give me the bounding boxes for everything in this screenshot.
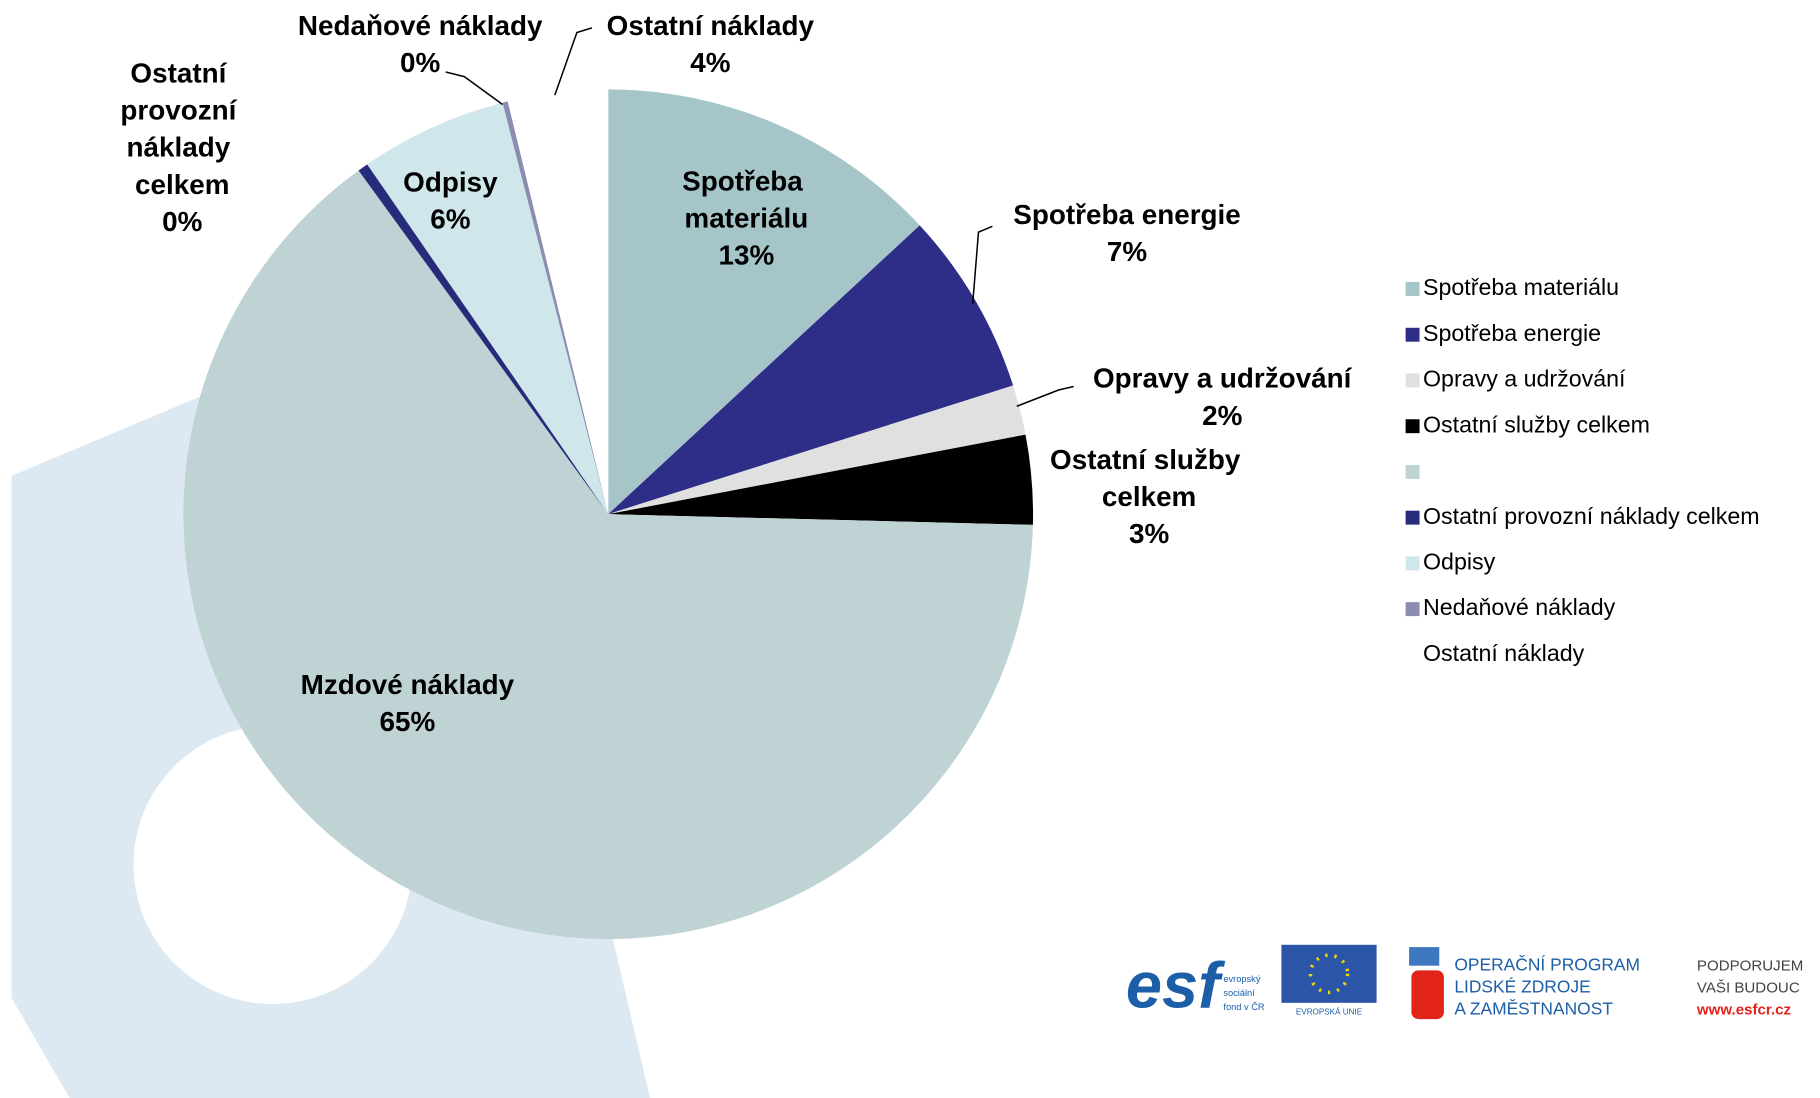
leader-line bbox=[554, 27, 593, 96]
leader-line bbox=[1016, 385, 1074, 407]
data-label-name: Ostatní provozní náklady celkem bbox=[120, 57, 244, 199]
esf-logo-bg bbox=[1123, 942, 1217, 1015]
data-label-value: 7% bbox=[1107, 236, 1147, 267]
pie-slice bbox=[358, 164, 609, 515]
data-label-name: Ostatní služby celkem bbox=[1050, 444, 1248, 512]
op-logo bbox=[1411, 970, 1444, 1020]
pie-slice bbox=[608, 434, 1034, 525]
pie-slice bbox=[507, 89, 609, 515]
leader-line bbox=[445, 71, 504, 106]
data-label-value: 65% bbox=[380, 706, 436, 737]
data-label-name: Spotřeba materiálu bbox=[682, 165, 810, 233]
data-label-name: Mzdové náklady bbox=[301, 669, 515, 700]
op-text: OPERAČNÍ PROGRAM bbox=[1454, 954, 1640, 974]
url: www.esfcr.cz bbox=[1696, 1001, 1791, 1018]
slogan: PODPORUJEM bbox=[1697, 957, 1803, 974]
data-label-value: 13% bbox=[718, 240, 774, 271]
eu-stars bbox=[1308, 953, 1350, 995]
pie-slice bbox=[608, 225, 1014, 515]
data-label-name: Spotřeba energie bbox=[1013, 199, 1240, 230]
legend-swatch bbox=[1405, 556, 1420, 571]
data-label-value: 2% bbox=[1202, 400, 1242, 431]
legend-label: Ostatní služby celkem bbox=[1423, 411, 1650, 437]
legend-swatch bbox=[1405, 510, 1420, 525]
legend-swatch bbox=[1405, 602, 1420, 617]
pie-slice bbox=[367, 102, 609, 515]
esf-text: evropský bbox=[1223, 974, 1260, 984]
legend-label: Nedaňové náklady bbox=[1423, 594, 1616, 620]
data-label-name: Opravy a udržování bbox=[1093, 363, 1353, 394]
legend-label: Opravy a udržování bbox=[1423, 366, 1626, 392]
legend-swatch bbox=[1405, 327, 1420, 342]
data-label-name: Ostatní náklady bbox=[607, 10, 815, 41]
data-label-name: Odpisy bbox=[403, 167, 498, 198]
legend: Spotřeba materiálu Spotřeba energie Opravy… bbox=[1405, 274, 1760, 666]
legend-label: Ostatní provozní náklady celkem bbox=[1423, 503, 1760, 529]
eu-text: EVROPSKÁ UNIE bbox=[1296, 1007, 1363, 1016]
legend-label: Spotřeba materiálu bbox=[1423, 274, 1619, 300]
data-label-value: 0% bbox=[400, 47, 440, 78]
pie bbox=[183, 89, 1034, 939]
legend-swatch bbox=[1405, 419, 1420, 434]
legend-swatch bbox=[1405, 373, 1420, 388]
data-label-value: 3% bbox=[1129, 518, 1169, 549]
data-label-name: Nedaňové náklady bbox=[298, 10, 543, 41]
leader-line bbox=[971, 225, 993, 305]
op-logo bbox=[1409, 947, 1440, 966]
esf-logo: esf bbox=[1126, 948, 1226, 1021]
data-label-value: 4% bbox=[690, 47, 730, 78]
legend-label: Ostatní náklady bbox=[1423, 640, 1585, 666]
eu-flag bbox=[1281, 944, 1377, 1003]
pie-slice bbox=[608, 385, 1026, 515]
logos: esf evropský sociální fond v ČR EVROPSKÁ… bbox=[1123, 942, 1803, 1021]
esf-text: fond v ČR bbox=[1223, 1002, 1265, 1012]
legend-swatch bbox=[1405, 282, 1420, 296]
pie-slice bbox=[502, 101, 609, 515]
data-label-value: 6% bbox=[430, 204, 470, 235]
legend-swatch bbox=[1405, 464, 1420, 479]
op-text: A ZAMĚSTNANOST bbox=[1454, 998, 1613, 1018]
pie-slice bbox=[183, 170, 1033, 939]
data-labels: Spotřeba materiálu 13% Spotřeba energie 7% O… bbox=[120, 10, 1352, 737]
leader-lines bbox=[445, 27, 1074, 407]
esf-text: sociální bbox=[1223, 988, 1255, 998]
data-label-value: 0% bbox=[162, 206, 202, 237]
op-text: LIDSKÉ ZDROJE bbox=[1454, 976, 1590, 996]
slogan: VAŠI BUDOUC bbox=[1697, 979, 1800, 996]
pie-slice bbox=[608, 89, 920, 515]
legend-label: Odpisy bbox=[1423, 549, 1496, 575]
legend-label: Spotřeba energie bbox=[1423, 320, 1601, 346]
